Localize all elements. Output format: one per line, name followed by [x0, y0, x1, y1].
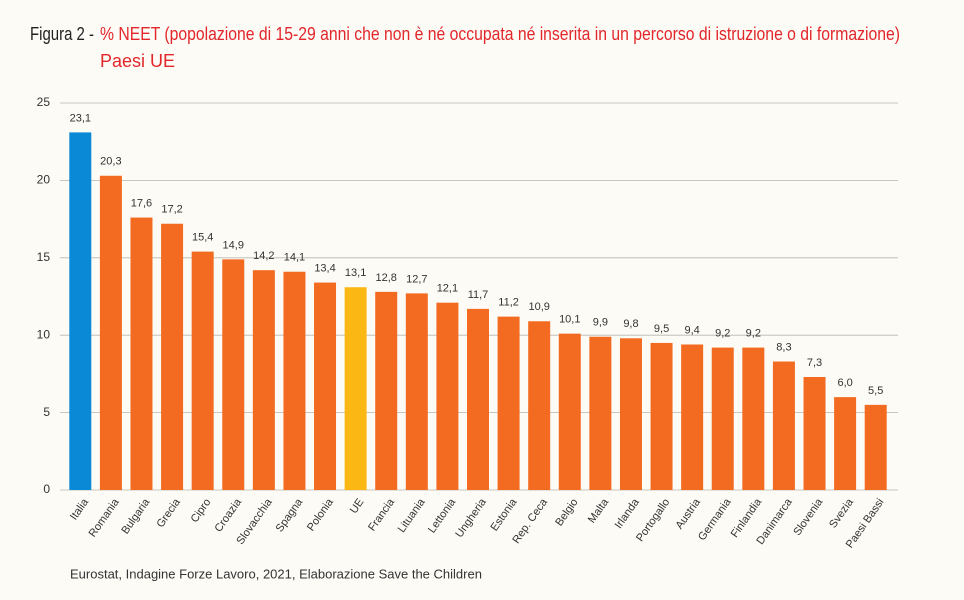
bar	[99, 175, 122, 491]
x-tick-label: Lettonia	[426, 496, 459, 536]
bar	[711, 347, 734, 490]
x-tick-label: Polonia	[305, 496, 336, 534]
x-tick-label: Ungheria	[453, 496, 489, 540]
bar	[69, 132, 92, 491]
x-tick-label: Austria	[674, 496, 704, 532]
data-label: 7,3	[807, 357, 822, 369]
chart-title: % NEET (popolazione di 15-29 anni che no…	[100, 24, 900, 44]
data-label: 13,1	[345, 267, 366, 279]
bar	[681, 344, 704, 490]
data-label: 9,2	[746, 327, 761, 339]
bar	[130, 217, 153, 490]
bar	[161, 223, 184, 490]
y-tick-label: 15	[37, 250, 51, 264]
data-label: 12,1	[437, 283, 458, 295]
bar	[497, 316, 520, 490]
bar	[283, 271, 306, 490]
y-tick-label: 0	[43, 482, 50, 496]
data-label: 20,3	[100, 156, 121, 168]
bar	[772, 361, 795, 490]
bar	[375, 291, 398, 490]
bar	[589, 336, 612, 490]
x-tick-label: Grecia	[154, 496, 183, 530]
x-tick-label: Francia	[366, 496, 397, 534]
x-tick-label: Croazia	[213, 496, 245, 535]
data-label: 17,2	[161, 204, 182, 216]
bar	[222, 259, 245, 490]
bar	[344, 287, 367, 490]
data-label: 8,3	[776, 341, 791, 353]
data-label: 15,4	[192, 232, 213, 244]
x-tick-label: Irlanda	[613, 496, 643, 531]
x-tick-label: Malta	[586, 496, 612, 526]
y-tick-label: 5	[43, 405, 50, 419]
x-tick-label: UE	[348, 497, 367, 516]
y-tick-label: 10	[37, 327, 51, 341]
bar	[191, 251, 214, 490]
data-label: 14,2	[253, 250, 274, 262]
x-tick-label: Belgio	[553, 497, 580, 529]
data-label: 17,6	[131, 197, 152, 209]
chart-subtitle: Paesi UE	[100, 51, 175, 71]
bar	[619, 338, 642, 490]
bar	[314, 282, 337, 490]
bar	[558, 333, 581, 490]
data-label: 23,1	[70, 112, 91, 124]
x-tick-label: Lituania	[396, 496, 428, 535]
data-label: 10,9	[528, 301, 549, 313]
x-tick-label: Slovenia	[791, 496, 826, 538]
y-tick-label: 25	[37, 95, 51, 109]
source-note: Eurostat, Indagine Forze Lavoro, 2021, E…	[70, 566, 482, 581]
bar	[834, 397, 857, 490]
data-label: 5,5	[868, 385, 883, 397]
x-tick-label: Italia	[68, 496, 92, 523]
bar	[528, 321, 551, 490]
data-label: 13,4	[314, 262, 335, 274]
data-label: 12,8	[376, 272, 397, 284]
data-label: 10,1	[559, 314, 580, 326]
x-tick-label: Estonia	[489, 496, 520, 534]
data-label: 11,7	[468, 289, 489, 301]
chart-title-prefix: Figura 2 -	[30, 24, 94, 44]
bar	[405, 293, 428, 490]
data-label: 6,0	[837, 377, 852, 389]
bar	[803, 376, 826, 490]
data-label: 9,4	[684, 324, 699, 336]
x-tick-label: Spagna	[274, 496, 306, 535]
data-label: 9,9	[593, 317, 608, 329]
bar	[467, 308, 489, 490]
x-tick-label: Romania	[87, 496, 123, 540]
x-tick-label: Bulgaria	[119, 496, 152, 537]
x-tick-label: Svezia	[827, 496, 856, 531]
data-label: 11,2	[498, 297, 519, 309]
data-label: 14,1	[284, 252, 305, 264]
data-label: 9,5	[654, 323, 669, 335]
data-label: 9,8	[623, 318, 638, 330]
data-label: 14,9	[223, 239, 244, 251]
bar	[252, 270, 275, 490]
data-label: 12,7	[406, 273, 427, 285]
x-tick-label: Cipro	[189, 497, 214, 525]
bar	[436, 302, 459, 490]
y-tick-label: 20	[37, 173, 51, 187]
bar	[650, 342, 673, 490]
data-label: 9,2	[715, 327, 730, 339]
bar	[742, 347, 765, 490]
bar	[864, 404, 887, 490]
